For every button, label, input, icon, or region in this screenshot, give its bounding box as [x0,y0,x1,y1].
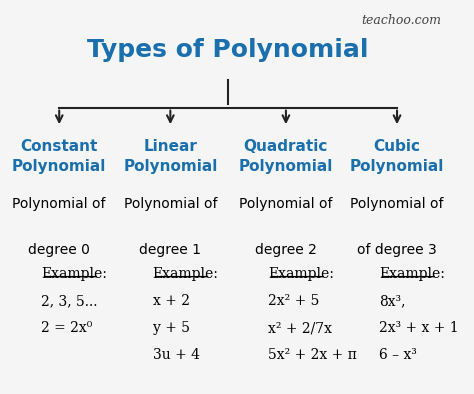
Text: 2x³ + x + 1: 2x³ + x + 1 [379,321,459,335]
Text: 2 = 2x⁰: 2 = 2x⁰ [41,321,93,335]
Text: Constant
Polynomial: Constant Polynomial [12,139,106,173]
Text: y + 5: y + 5 [153,321,190,335]
Text: Polynomial of

degree 1: Polynomial of degree 1 [124,197,217,256]
Text: Types of Polynomial: Types of Polynomial [87,38,369,62]
Text: 3u + 4: 3u + 4 [153,349,200,362]
Text: Polynomial of

degree 0: Polynomial of degree 0 [12,197,106,256]
Text: 8x³,: 8x³, [379,294,406,308]
Text: 2x² + 5: 2x² + 5 [268,294,319,308]
Text: Example:: Example: [379,267,445,281]
Text: Cubic
Polynomial: Cubic Polynomial [350,139,444,173]
Text: Linear
Polynomial: Linear Polynomial [123,139,218,173]
Text: 2, 3, 5...: 2, 3, 5... [41,294,98,308]
Text: Example:: Example: [153,267,219,281]
Text: x + 2: x + 2 [153,294,190,308]
Text: Quadratic
Polynomial: Quadratic Polynomial [239,139,333,173]
Text: Example:: Example: [268,267,334,281]
Text: 5x² + 2x + π: 5x² + 2x + π [268,349,357,362]
Text: x² + 2/7x: x² + 2/7x [268,321,332,335]
Text: Example:: Example: [41,267,107,281]
Text: teachoo.com: teachoo.com [362,15,441,28]
Text: Polynomial of

of degree 3: Polynomial of of degree 3 [350,197,444,256]
Text: Polynomial of

degree 2: Polynomial of degree 2 [239,197,333,256]
Text: 6 – x³: 6 – x³ [379,349,417,362]
